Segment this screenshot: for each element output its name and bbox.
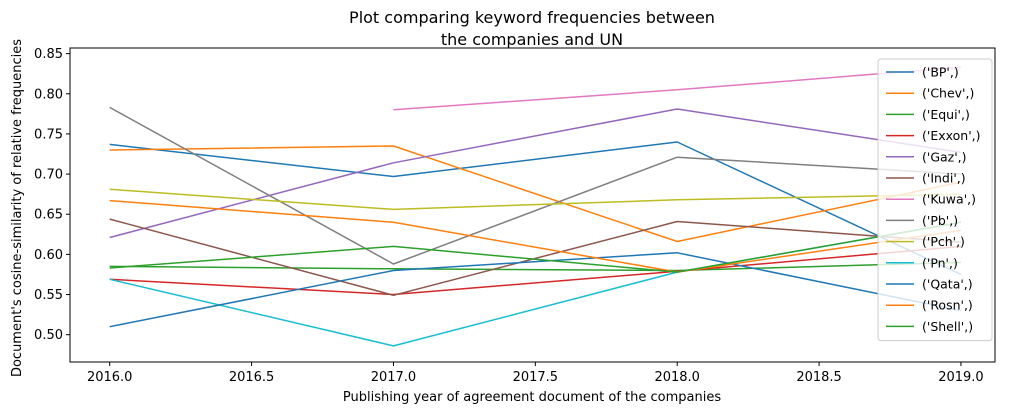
- series-line-0: [109, 141, 962, 276]
- series-line-1: [109, 145, 962, 243]
- x-tick-label: 2016.0: [87, 370, 133, 385]
- x-tick-label: 2016.5: [229, 370, 275, 385]
- legend-label: ('Qata',): [922, 277, 973, 292]
- legend-label: ('Rosn',): [922, 298, 973, 313]
- y-tick-label: 0.60: [34, 248, 63, 263]
- series-line-6: [393, 66, 962, 111]
- series-line-4: [109, 108, 962, 239]
- y-axis-ticks: 0.50 0.55 0.60 0.65 0.70 0.75 0.80 0.85: [34, 47, 70, 343]
- y-tick-label: 0.85: [34, 47, 63, 62]
- y-tick-label: 0.70: [34, 168, 63, 183]
- legend: ('BP',) ('Chev',) ('Equi',) ('Exxon',) ('Gaz…: [877, 58, 993, 342]
- series-line-10: [109, 252, 962, 328]
- x-tick-label: 2019.0: [938, 370, 984, 385]
- legend-label: ('Gaz',): [922, 149, 967, 164]
- plot-frame: [69, 47, 996, 363]
- legend-label: ('Pn',): [922, 255, 958, 270]
- x-tick-label: 2017.0: [371, 370, 417, 385]
- x-tick-label: 2018.0: [654, 370, 700, 385]
- y-tick-label: 0.50: [34, 328, 63, 343]
- x-tick-label: 2018.5: [796, 370, 842, 385]
- legend-box: [877, 58, 993, 342]
- series-line-7: [109, 106, 962, 265]
- y-tick-label: 0.80: [34, 87, 63, 102]
- series-line-2: [109, 261, 962, 272]
- series-line-8: [109, 188, 962, 211]
- legend-label: ('Chev',): [922, 86, 974, 101]
- legend-label: ('Kuwa',): [922, 192, 976, 207]
- legend-label: ('Shell',): [922, 319, 973, 334]
- legend-label: ('Exxon',): [922, 128, 980, 143]
- legend-label: ('Equi',): [922, 107, 970, 122]
- x-axis-label: Publishing year of agreement document of…: [343, 390, 721, 405]
- y-tick-label: 0.75: [34, 127, 63, 142]
- chart-title-line-2: the companies and UN: [441, 30, 623, 49]
- legend-label: ('Indi',): [922, 171, 966, 186]
- legend-label: ('Pb',): [922, 213, 958, 228]
- series-line-12: [109, 221, 962, 273]
- legend-label: ('BP',): [922, 65, 959, 80]
- x-axis-ticks: 2016.0 2016.5 2017.0 2017.5 2018.0 2018.5 2019…: [87, 362, 984, 385]
- y-tick-label: 0.55: [34, 288, 63, 303]
- legend-label: ('Pch',): [922, 234, 965, 249]
- series-line-11: [109, 199, 962, 273]
- series-line-3: [109, 245, 962, 296]
- x-tick-label: 2017.5: [513, 370, 559, 385]
- chart-title-line-1: Plot comparing keyword frequencies betwe…: [349, 8, 715, 27]
- plot-lines: [109, 66, 962, 347]
- y-axis-label: Document's cosine-similarity of relative…: [10, 39, 25, 377]
- y-tick-label: 0.65: [34, 208, 63, 223]
